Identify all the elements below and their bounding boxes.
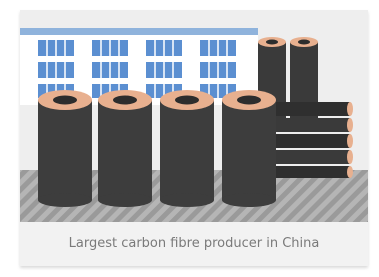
card: Largest carbon fibre producer in China <box>20 10 368 266</box>
caption: Largest carbon fibre producer in China <box>20 222 368 266</box>
illustration <box>20 10 368 222</box>
page: Largest carbon fibre producer in China (… <box>0 0 379 277</box>
pipes <box>270 102 353 178</box>
